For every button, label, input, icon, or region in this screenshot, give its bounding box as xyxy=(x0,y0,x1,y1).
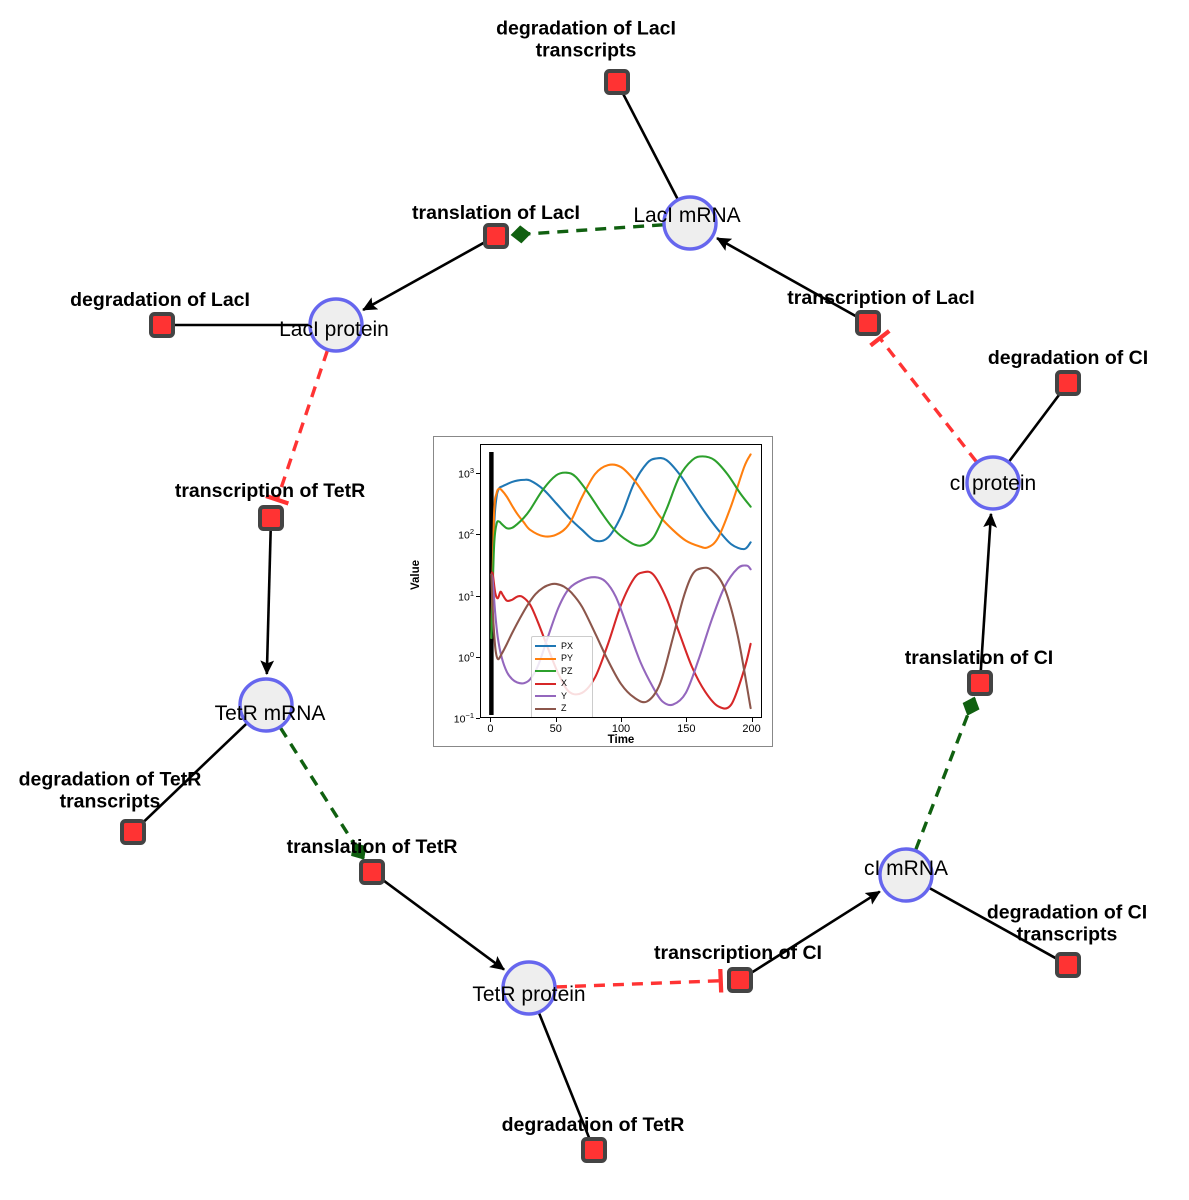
legend-row-PZ: PZ xyxy=(535,665,590,678)
reaction-node-deg_laci_transcripts[interactable] xyxy=(604,69,630,95)
species-node-tetr_mrna[interactable] xyxy=(238,677,294,733)
reaction-node-translation_ci[interactable] xyxy=(967,670,993,696)
plot-x-axis-label: Time xyxy=(607,734,635,746)
edge-translation_ci-to-ci_protein xyxy=(979,512,997,671)
reaction-node-deg_laci[interactable] xyxy=(149,312,175,338)
plot-ytick-mark-4 xyxy=(476,473,480,475)
legend-swatch-Z xyxy=(535,707,556,710)
reaction-node-translation_tetr[interactable] xyxy=(359,859,385,885)
species-node-ci_mrna[interactable] xyxy=(878,847,934,903)
edge-transcription_ci-to-ci_mrna xyxy=(750,890,881,975)
plot-ytick-1: 100 xyxy=(458,649,474,665)
species-node-ci_protein[interactable] xyxy=(965,455,1021,511)
plot-xtick-mark-0 xyxy=(490,718,492,722)
plot-ytick-mark-0 xyxy=(476,718,480,719)
plot-xtick-3: 150 xyxy=(677,723,696,735)
reaction-node-deg_tetr[interactable] xyxy=(581,1137,607,1163)
plot-xtick-4: 200 xyxy=(742,723,761,735)
legend-swatch-PX xyxy=(535,645,556,648)
plot-xtick-mark-2 xyxy=(621,718,622,722)
edge-tetr_mrna-to-translation_tetr xyxy=(279,726,367,860)
species-node-laci_protein[interactable] xyxy=(308,297,364,353)
legend-row-X: X xyxy=(535,678,590,691)
plot-ytick-mark-2 xyxy=(476,595,480,597)
legend-label-PY: PY xyxy=(561,653,574,664)
legend-label-Z: Z xyxy=(561,703,567,714)
plot-ytick-0: 10−1 xyxy=(453,710,474,726)
edge-translation_tetr-to-tetr_protein xyxy=(381,878,505,971)
plot-xtick-0: 0 xyxy=(487,723,494,735)
plot-ytick-4: 103 xyxy=(458,465,474,481)
plot-series-Y xyxy=(490,564,752,707)
reaction-node-transcription_laci[interactable] xyxy=(855,310,881,336)
reaction-node-transcription_ci[interactable] xyxy=(727,967,753,993)
plot-xtick-mark-1 xyxy=(555,718,557,722)
legend-swatch-PZ xyxy=(535,670,556,673)
edge-laci_mrna-to-deg_laci_transcripts xyxy=(621,92,679,200)
edge-tetr_protein-to-deg_tetr xyxy=(537,1012,591,1139)
edge-translation_laci-to-laci_protein xyxy=(362,241,486,312)
legend-label-Y: Y xyxy=(561,690,568,701)
timecourse-plot: Value Time 10−1 100 101 102 103 0 50 100 150 200… xyxy=(410,436,773,747)
reaction-node-translation_laci[interactable] xyxy=(483,223,509,249)
legend-label-PX: PX xyxy=(561,640,574,651)
edge-laci_mrna-to-translation_laci xyxy=(510,223,664,244)
legend-label-X: X xyxy=(561,678,568,689)
edge-ci_mrna-to-translation_ci xyxy=(914,696,980,851)
reaction-node-transcription_tetr[interactable] xyxy=(258,505,284,531)
plot-y-axis-label: Value xyxy=(410,559,422,591)
plot-ytick-mark-3 xyxy=(476,534,480,536)
edge-tetr_protein-to-transcription_ci xyxy=(555,968,724,993)
legend-swatch-X xyxy=(535,682,556,685)
plot-xtick-mark-3 xyxy=(686,718,688,722)
edge-transcription_tetr-to-tetr_mrna xyxy=(260,530,275,676)
reaction-node-deg_ci_transcripts[interactable] xyxy=(1055,952,1081,978)
edge-ci_protein-to-deg_ci xyxy=(1008,392,1062,463)
plot-ytick-2: 101 xyxy=(458,588,474,603)
plot-xtick-mark-4 xyxy=(751,718,753,722)
edge-ci_protein-to-transcription_laci xyxy=(869,329,978,463)
edge-ci_mrna-to-deg_ci_transcripts xyxy=(928,886,1058,960)
legend-row-PX: PX xyxy=(535,640,590,653)
edge-transcription_laci-to-laci_mrna xyxy=(716,237,858,318)
legend-swatch-Y xyxy=(535,695,556,698)
species-node-tetr_protein[interactable] xyxy=(501,960,557,1016)
node-layer xyxy=(120,69,1081,1163)
legend-row-Z: Z xyxy=(535,703,590,716)
plot-legend: PX PY PZ X Y Z xyxy=(531,636,593,717)
species-node-laci_mrna[interactable] xyxy=(662,195,718,251)
legend-row-PY: PY xyxy=(535,653,590,666)
plot-xtick-1: 50 xyxy=(549,723,562,735)
legend-row-Y: Y xyxy=(535,690,590,703)
plot-series-PZ xyxy=(490,455,752,640)
edge-tetr_mrna-to-deg_tetr_transcripts xyxy=(141,722,248,824)
plot-xtick-2: 100 xyxy=(611,723,631,735)
legend-swatch-PY xyxy=(535,657,556,660)
legend-label-PZ: PZ xyxy=(561,665,573,676)
plot-series-PX xyxy=(490,456,752,640)
plot-series-svg xyxy=(489,451,752,716)
plot-axes-frame: PX PY PZ X Y Z xyxy=(480,444,762,718)
plot-series-Z xyxy=(490,566,752,710)
reaction-node-deg_tetr_transcripts[interactable] xyxy=(120,819,146,845)
edge-layer xyxy=(141,92,1062,1139)
plot-ytick-mark-1 xyxy=(476,656,480,658)
reaction-node-deg_ci[interactable] xyxy=(1055,370,1081,396)
plot-ytick-3: 102 xyxy=(458,527,474,542)
edge-laci_protein-to-transcription_tetr xyxy=(265,350,329,506)
